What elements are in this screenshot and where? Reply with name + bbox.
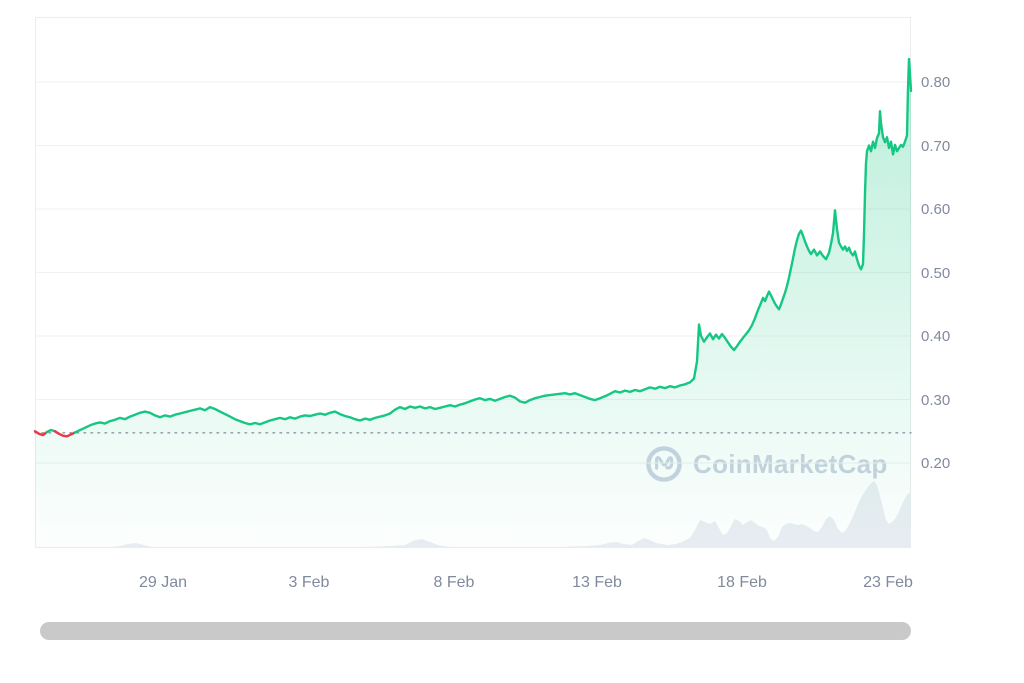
x-axis-label: 13 Feb	[572, 574, 622, 591]
y-axis-label: 0.20	[921, 455, 951, 472]
y-axis-label: 0.40	[921, 328, 951, 345]
price-line-segment	[73, 57, 913, 434]
x-axis-label: 29 Jan	[138, 574, 188, 591]
y-axis-label: 0.60	[921, 201, 951, 218]
price-line-segment	[45, 428, 57, 434]
x-axis-label: 3 Feb	[288, 574, 330, 591]
price-line-segment	[53, 430, 77, 438]
x-axis-label: 23 Feb	[863, 574, 913, 591]
y-axis-label: 0.70	[921, 137, 951, 155]
x-axis-label: 18 Feb	[717, 574, 767, 591]
price-line-segment	[33, 430, 49, 437]
y-axis-label: 0.50	[921, 264, 951, 282]
price-area-fill	[35, 59, 911, 548]
y-axis-label: 0.30	[921, 391, 951, 409]
x-axis-label: 8 Feb	[433, 574, 475, 591]
time-range-scrollbar[interactable]	[40, 622, 911, 640]
y-axis-label: 0.80	[921, 74, 951, 91]
